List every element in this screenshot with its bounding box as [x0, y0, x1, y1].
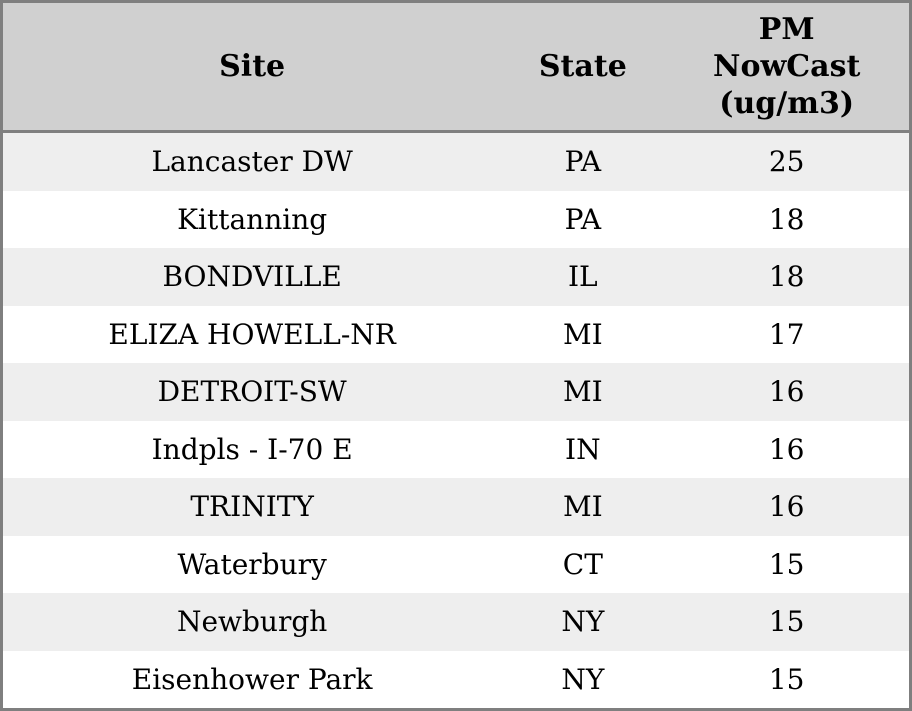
table-row: Lancaster DW PA 25 [3, 133, 909, 191]
pm-value-cell: 15 [768, 605, 805, 639]
table-row: ELIZA HOWELL-NR MI 17 [3, 305, 909, 363]
state-cell: MI [562, 375, 603, 409]
pm-value-cell: 25 [768, 145, 805, 179]
site-cell: Kittanning [177, 202, 328, 236]
table-row: Kittanning PA 18 [3, 190, 909, 248]
site-cell: TRINITY [190, 490, 314, 524]
state-cell: NY [561, 605, 605, 639]
site-cell: Newburgh [176, 605, 328, 639]
site-cell: ELIZA HOWELL-NR [108, 317, 396, 351]
pm-value-cell: 18 [768, 260, 805, 294]
site-cell: Indpls - I-70 E [151, 432, 353, 466]
pm-header-line-2: NowCast [713, 49, 861, 84]
table-row: Waterbury CT 15 [3, 535, 909, 593]
column-header-state: State [538, 49, 627, 84]
table-row: Eisenhower Park NY 15 [3, 650, 909, 708]
table-row: TRINITY MI 16 [3, 478, 909, 536]
state-cell: PA [564, 202, 602, 236]
state-cell: MI [562, 490, 603, 524]
pm-value-cell: 17 [768, 317, 805, 351]
state-cell: NY [561, 662, 605, 696]
pm-value-cell: 16 [768, 490, 805, 524]
pm-value-cell: 15 [768, 547, 805, 581]
pm-value-cell: 16 [768, 375, 805, 409]
column-header-pm-nowcast: PM NowCast (ug/m3) [664, 11, 909, 122]
table-body: Lancaster DW PA 25 Kittanning PA 18 BOND… [3, 133, 909, 708]
table-row: DETROIT-SW MI 16 [3, 363, 909, 421]
column-header-site: Site [219, 49, 286, 84]
pm-header-line-3: (ug/m3) [719, 86, 855, 121]
site-cell: Eisenhower Park [131, 662, 373, 696]
site-cell: Lancaster DW [151, 145, 353, 179]
site-cell: Waterbury [177, 547, 327, 581]
table-header-row: Site State PM NowCast (ug/m3) [3, 3, 909, 133]
state-cell: PA [564, 145, 602, 179]
site-cell: BONDVILLE [162, 260, 342, 294]
pm-header-line-1: PM [758, 12, 815, 47]
table-row: BONDVILLE IL 18 [3, 248, 909, 306]
state-cell: CT [562, 547, 603, 581]
pm-value-cell: 16 [768, 432, 805, 466]
site-cell: DETROIT-SW [157, 375, 347, 409]
state-cell: MI [562, 317, 603, 351]
state-cell: IL [568, 260, 598, 294]
pm-value-cell: 18 [768, 202, 805, 236]
table-row: Newburgh NY 15 [3, 593, 909, 651]
pm-value-cell: 15 [768, 662, 805, 696]
state-cell: IN [565, 432, 601, 466]
table-row: Indpls - I-70 E IN 16 [3, 420, 909, 478]
